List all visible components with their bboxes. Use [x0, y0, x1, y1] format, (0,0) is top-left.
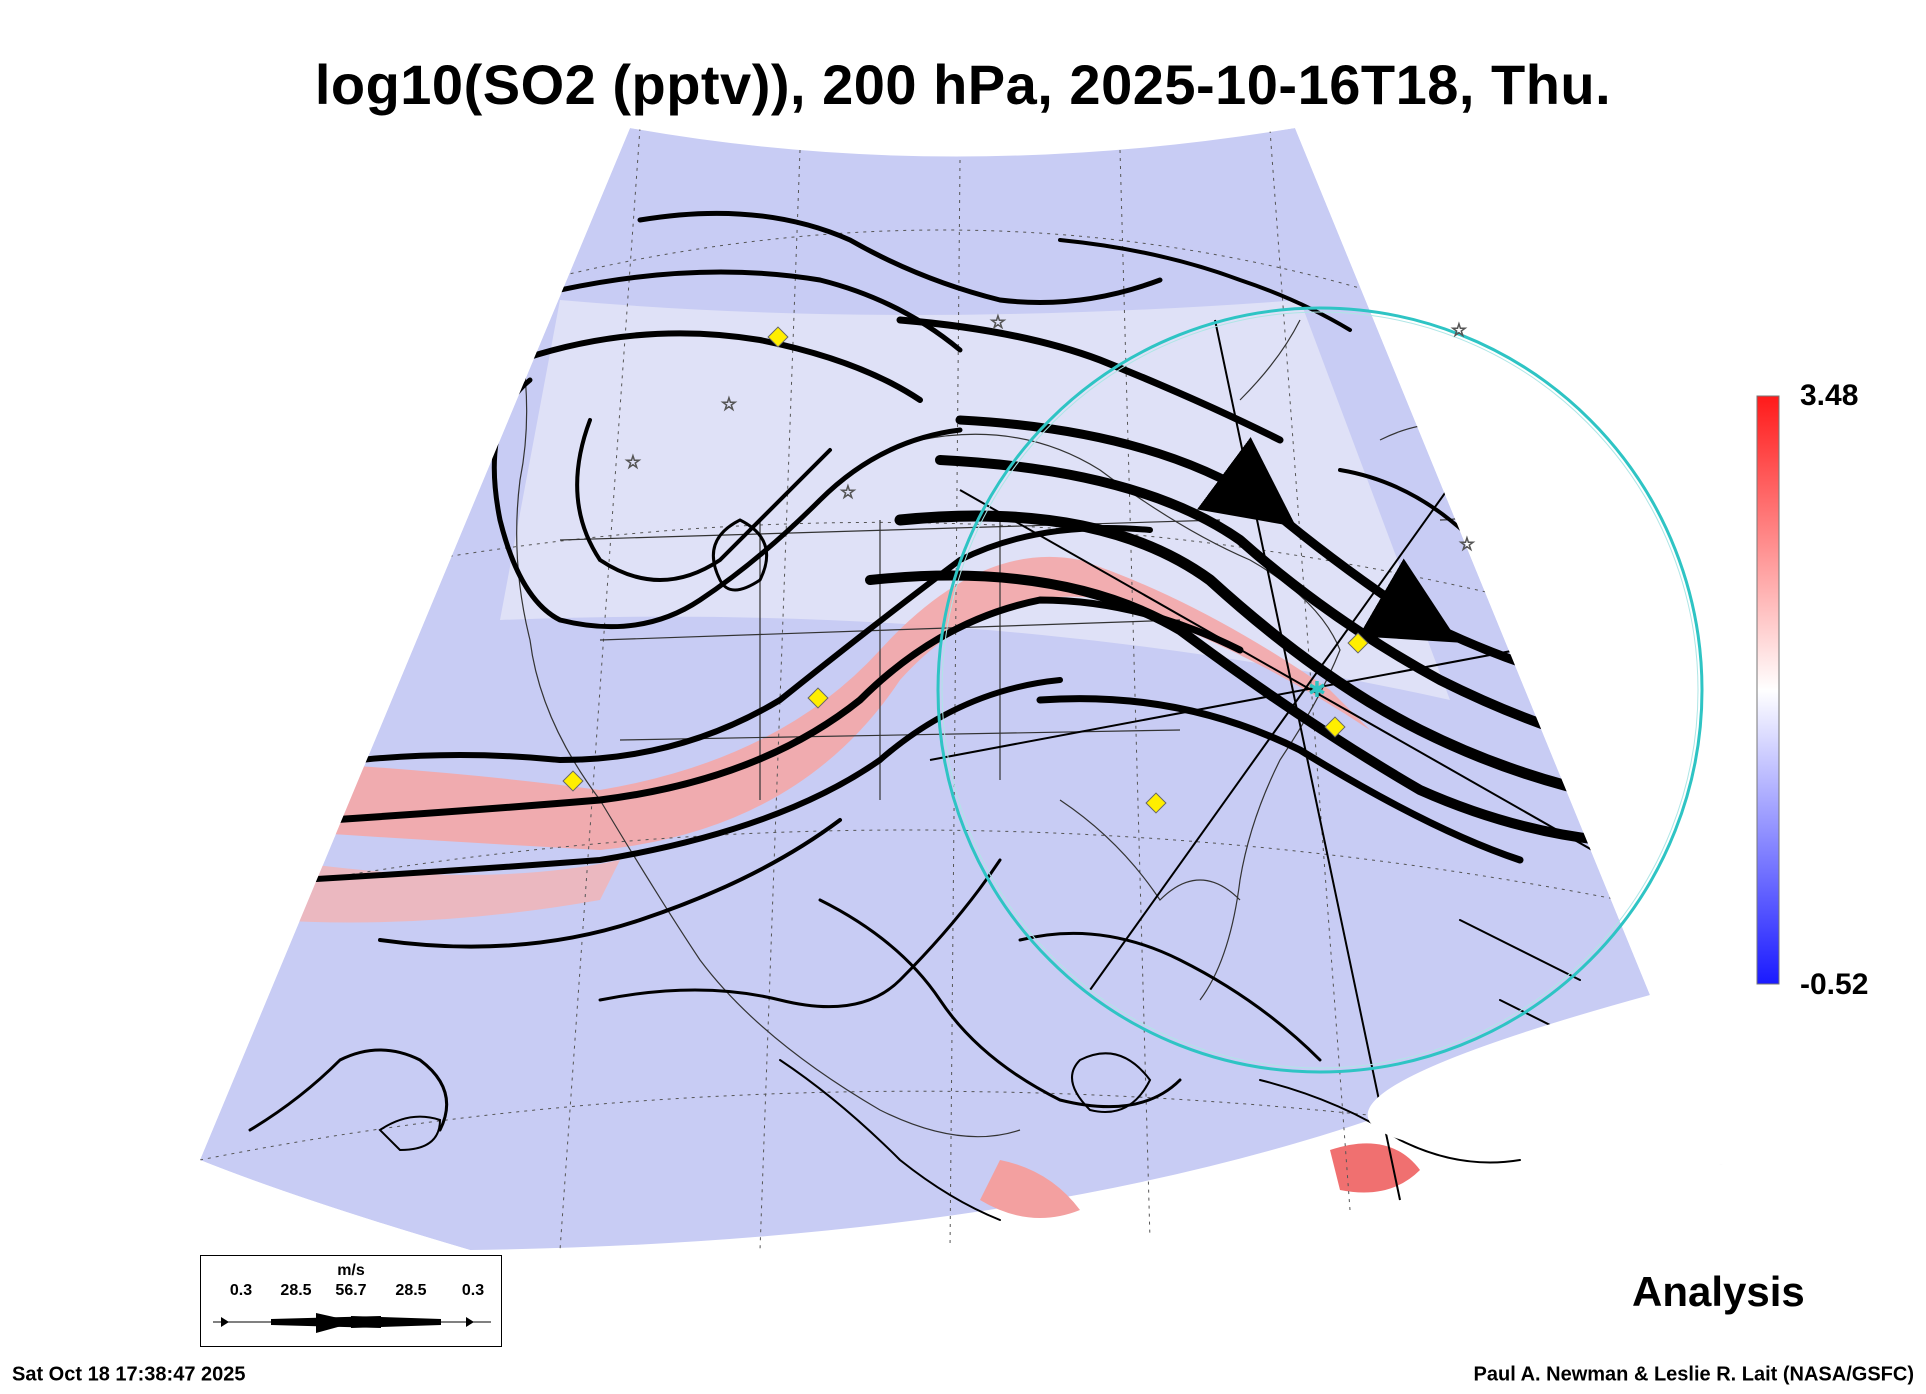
so2-red-patch-2: [1460, 1092, 1650, 1140]
star-icon: ☆: [625, 452, 641, 472]
colorbar-min-label: -0.52: [1800, 968, 1869, 1001]
range-circle-inner: [941, 311, 1699, 1069]
station-stars: ☆ ☆ ☆ ☆ ☆ ☆: [624, 312, 1475, 555]
legend-value: 56.7: [335, 1282, 367, 1299]
map-title: log10(SO2 (pptv)), 200 hPa, 2025-10-16T1…: [314, 53, 1612, 116]
footer-credit: Paul A. Newman & Leslie R. Lait (NASA/GS…: [1473, 1363, 1914, 1386]
legend-arrow-scale: [213, 1313, 491, 1333]
yellow-diamond-icon: [562, 770, 584, 792]
yellow-diamond-icon: [1347, 632, 1369, 654]
yellow-diamond-icon: [807, 687, 829, 709]
legend-unit: m/s: [337, 1262, 365, 1279]
yellow-diamond-icon: [1145, 792, 1167, 814]
legend-value: 0.3: [461, 1282, 485, 1299]
star-icon: ☆: [1459, 534, 1475, 554]
legend-value: 0.3: [229, 1282, 253, 1299]
legend-value: 28.5: [395, 1282, 427, 1299]
range-circle: [936, 306, 1704, 1074]
footer-timestamp: Sat Oct 18 17:38:47 2025: [12, 1363, 246, 1386]
analysis-label: Analysis: [1632, 1268, 1805, 1315]
yellow-diamond-icon: [767, 326, 789, 348]
yellow-diamond-markers: [562, 326, 1369, 814]
star-icon: ☆: [990, 312, 1006, 332]
center-star-icon: ✱: [1308, 677, 1326, 702]
yellow-diamond-icon: [1324, 716, 1346, 738]
wind-speed-legend: m/s 0.3 28.5 56.7 28.5 0.3: [200, 1255, 502, 1347]
colorbar: [1756, 395, 1780, 985]
star-icon: ☆: [721, 394, 737, 414]
so2-red-patch: [1330, 1143, 1420, 1193]
star-icon: ☆: [1451, 320, 1467, 340]
legend-value: 28.5: [280, 1282, 312, 1299]
so2-red-patch-3: [980, 1160, 1080, 1218]
colorbar-max-label: 3.48: [1800, 379, 1859, 412]
map-domain: [200, 128, 1725, 1251]
star-icon: ☆: [840, 482, 856, 502]
